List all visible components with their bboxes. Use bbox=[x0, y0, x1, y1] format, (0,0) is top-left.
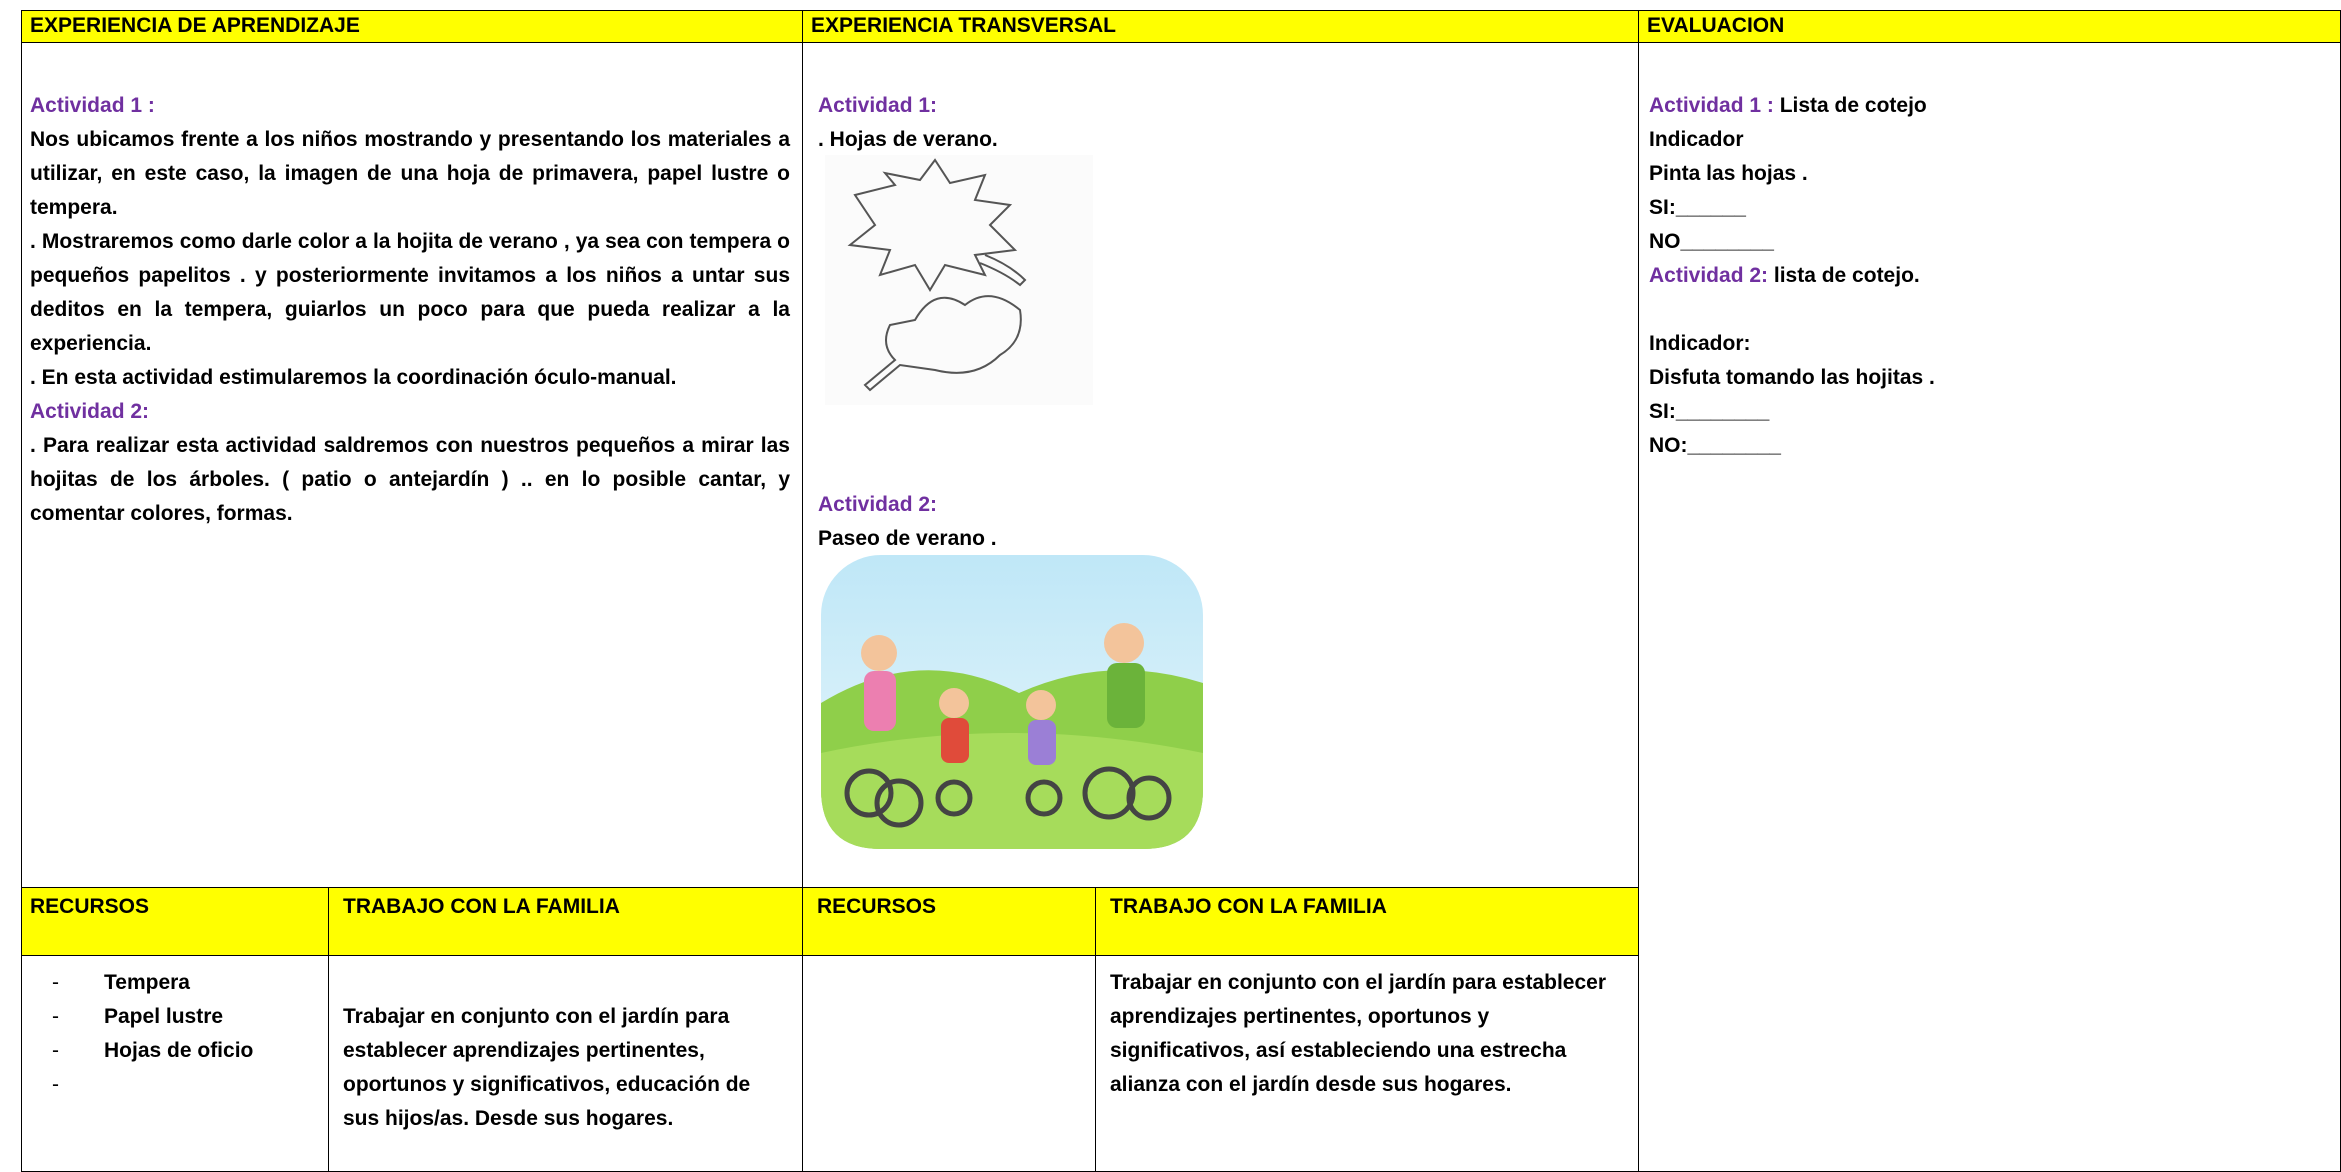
activity-title: Actividad 1: bbox=[818, 94, 938, 117]
paragraph: . Mostraremos como darle color a la hoji… bbox=[30, 230, 790, 355]
evaluation-line: Actividad 1 : Lista de cotejo bbox=[1649, 89, 2329, 123]
evaluation-line: Actividad 2: lista de cotejo. bbox=[1649, 259, 2329, 293]
activity-text: Paseo de verano . bbox=[818, 527, 997, 550]
resources-cell bbox=[802, 955, 1096, 1172]
evaluation-line: Disfuta tomando las hojitas . bbox=[1649, 366, 1935, 389]
header: EVALUACION bbox=[1647, 14, 1785, 37]
header-cell: RECURSOS bbox=[21, 887, 329, 956]
evaluation-line: Indicador bbox=[1649, 128, 1744, 151]
header-cell: TRABAJO CON LA FAMILIA bbox=[1095, 887, 1639, 956]
learning-text: Actividad 1 : Nos ubicamos frente a los … bbox=[30, 89, 790, 531]
resource: Papel lustre bbox=[104, 1005, 224, 1028]
resources-cell: - Tempera - Papel lustre - Hojas de oficio … bbox=[21, 955, 329, 1172]
transversal-cell: Actividad 1: . Hojas de verano. Activida… bbox=[802, 42, 1639, 888]
learning-cell: Actividad 1 : Nos ubicamos frente a los … bbox=[21, 42, 803, 888]
evaluation-line: SI:______ bbox=[1649, 196, 1746, 219]
header: RECURSOS bbox=[817, 895, 937, 918]
header: TRABAJO CON LA FAMILIA bbox=[1110, 895, 1387, 918]
header-cell: EXPERIENCIA DE APRENDIZAJE bbox=[21, 10, 803, 43]
resource-item: - Tempera bbox=[52, 971, 190, 994]
evaluation-line: Pinta las hojas . bbox=[1649, 162, 1808, 185]
header-cell: RECURSOS bbox=[802, 887, 1096, 956]
evaluation-line: NO________ bbox=[1649, 230, 1774, 253]
header-cell: EXPERIENCIA TRANSVERSAL bbox=[802, 10, 1639, 43]
activity-title: Actividad 2: bbox=[1649, 264, 1769, 287]
activity-title: Actividad 2: bbox=[818, 493, 938, 516]
leaf-image bbox=[825, 155, 1093, 405]
resource: Tempera bbox=[104, 971, 190, 994]
activity-title: Actividad 2: bbox=[30, 400, 150, 423]
evaluation-line: SI:________ bbox=[1649, 400, 1770, 423]
activity-title: Actividad 1 : bbox=[30, 94, 155, 117]
resource-item: - bbox=[52, 1073, 59, 1096]
family-text: Trabajar en conjunto con el jardín para … bbox=[1110, 971, 1606, 1096]
family-text: Trabajar en conjunto con el jardín para … bbox=[343, 1005, 751, 1130]
family-bike-image bbox=[821, 555, 1203, 849]
header: EXPERIENCIA TRANSVERSAL bbox=[811, 14, 1116, 37]
family-cell: Trabajar en conjunto con el jardín para … bbox=[1095, 955, 1639, 1172]
paragraph: . Para realizar esta actividad saldremos… bbox=[30, 434, 790, 525]
tool: Lista de cotejo bbox=[1773, 94, 1927, 117]
header: TRABAJO CON LA FAMILIA bbox=[343, 895, 620, 918]
evaluation-line: Indicador: bbox=[1649, 332, 1751, 355]
tool: lista de cotejo. bbox=[1768, 264, 1920, 287]
evaluation-line: NO:________ bbox=[1649, 434, 1781, 457]
family-cell: Trabajar en conjunto con el jardín para … bbox=[328, 955, 803, 1172]
activity-title: Actividad 1 : bbox=[1649, 94, 1774, 117]
resource: Hojas de oficio bbox=[104, 1039, 254, 1062]
paragraph: Nos ubicamos frente a los niños mostrand… bbox=[30, 128, 790, 219]
header-cell: TRABAJO CON LA FAMILIA bbox=[328, 887, 803, 956]
header: RECURSOS bbox=[30, 895, 150, 918]
resource-item: - Hojas de oficio bbox=[52, 1039, 254, 1062]
header: EXPERIENCIA DE APRENDIZAJE bbox=[30, 14, 360, 37]
activity-text: . Hojas de verano. bbox=[818, 128, 998, 151]
paragraph: . En esta actividad estimularemos la coo… bbox=[30, 366, 677, 389]
evaluation-text: Actividad 1 : Lista de cotejo Indicador … bbox=[1649, 89, 2329, 463]
resources-list: - Tempera - Papel lustre - Hojas de oficio … bbox=[52, 966, 253, 1102]
header-cell: EVALUACION bbox=[1638, 10, 2341, 43]
resource-item: - Papel lustre bbox=[52, 1005, 224, 1028]
evaluation-cell: Actividad 1 : Lista de cotejo Indicador … bbox=[1638, 42, 2341, 1172]
